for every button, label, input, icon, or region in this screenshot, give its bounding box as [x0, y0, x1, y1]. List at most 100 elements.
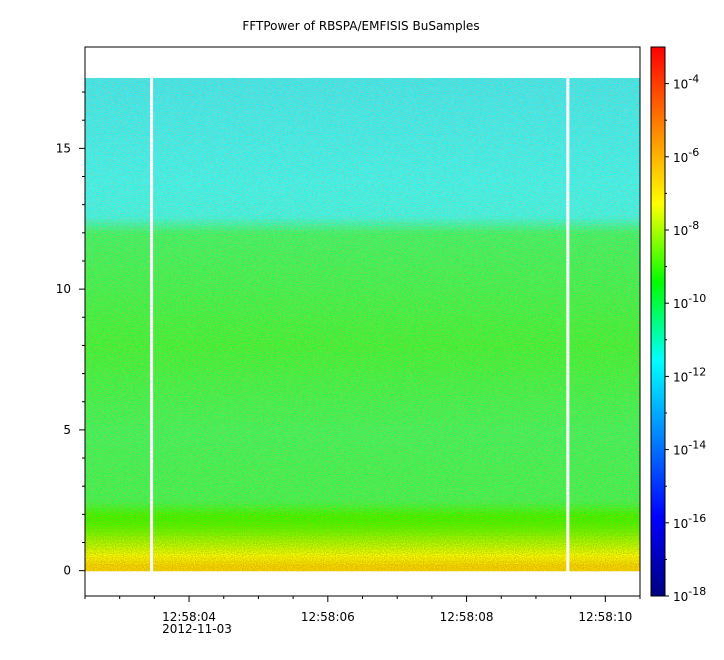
- spectrogram-band: [85, 102, 640, 107]
- spectrogram-band: [85, 190, 640, 195]
- spectrogram-band: [85, 257, 640, 262]
- spectrogram-band: [85, 567, 640, 572]
- spectrogram-band: [85, 225, 640, 230]
- x-date-label: 2012-11-03: [162, 622, 232, 636]
- spectrogram-band: [85, 560, 640, 565]
- spectrogram-band: [85, 524, 640, 530]
- spectrogram-band: [85, 324, 640, 329]
- spectrogram-band: [85, 215, 640, 220]
- spectrogram-band: [85, 391, 640, 396]
- spectrogram-band: [85, 151, 640, 156]
- y-tick-label: 15: [56, 141, 71, 155]
- spectrogram-band: [85, 296, 640, 301]
- spectrogram-band: [85, 345, 640, 350]
- spectrogram-band: [85, 486, 640, 491]
- spectrogram-band: [85, 134, 640, 139]
- spectrogram-band: [85, 246, 640, 252]
- x-tick-label: 12:58:06: [301, 610, 355, 624]
- spectrogram-band: [85, 422, 640, 427]
- spectrogram-band: [85, 510, 640, 515]
- spectrogram-band: [85, 299, 640, 304]
- spectrogram-band: [85, 475, 640, 480]
- chart-title: FFTPower of RBSPA/EMFISIS BuSamples: [242, 19, 479, 33]
- spectrogram-band: [85, 479, 640, 484]
- spectrogram-band: [85, 458, 640, 463]
- spectrogram-band: [85, 289, 640, 294]
- spectrogram-band: [85, 278, 640, 283]
- spectrogram-band: [85, 127, 640, 132]
- spectrogram-band: [85, 120, 640, 125]
- spectrogram-band: [85, 264, 640, 269]
- colorbar-tick-label: 10-8: [673, 219, 699, 238]
- spectrogram-band: [85, 81, 640, 86]
- spectrogram-band: [85, 556, 640, 561]
- spectrogram-band: [85, 528, 640, 533]
- colorbar-tick-label: 10-16: [673, 512, 706, 531]
- spectrogram-band: [85, 320, 640, 325]
- spectrogram-band: [85, 401, 640, 406]
- spectrogram-band: [85, 95, 640, 100]
- spectrogram-band: [85, 292, 640, 297]
- spectrogram-band: [85, 503, 640, 508]
- spectrogram-band: [85, 303, 640, 308]
- spectrogram-band: [85, 331, 640, 336]
- data-gaps: [150, 76, 570, 572]
- colorbar-tick-label: 10-18: [673, 585, 706, 604]
- colorbar-gradient: [651, 47, 665, 596]
- spectrogram-band: [85, 419, 640, 424]
- spectrogram-band: [85, 355, 640, 361]
- spectrogram-band: [85, 218, 640, 223]
- spectrogram-band: [85, 285, 640, 290]
- spectrogram-band: [85, 380, 640, 385]
- spectrogram-band: [85, 482, 640, 487]
- spectrogram-band: [85, 260, 640, 266]
- spectrogram-band: [85, 338, 640, 343]
- spectrogram-band: [85, 208, 640, 213]
- spectrogram-band: [85, 204, 640, 209]
- spectrogram-band: [85, 282, 640, 287]
- colorbar-tick-label: 10-12: [673, 365, 706, 384]
- spectrogram-band: [85, 313, 640, 318]
- spectrogram-band: [85, 165, 640, 171]
- spectrogram-band: [85, 535, 640, 540]
- spectrogram-band: [85, 180, 640, 185]
- spectrogram-band: [85, 468, 640, 473]
- spectrogram-band: [85, 201, 640, 206]
- spectrogram-band: [85, 359, 640, 364]
- spectrogram-band: [85, 327, 640, 332]
- spectrogram-band: [85, 253, 640, 259]
- spectrogram-band: [85, 162, 640, 167]
- spectrogram-band: [85, 436, 640, 442]
- colorbar-frame: [650, 46, 666, 597]
- spectrogram-band: [85, 426, 640, 431]
- spectrogram-band: [85, 232, 640, 237]
- spectrogram-band: [85, 454, 640, 459]
- y-tick-label: 0: [63, 564, 71, 578]
- spectrogram-band: [85, 465, 640, 470]
- colorbar-tick-label: 10-10: [673, 292, 706, 311]
- colorbar-tick-label: 10-4: [673, 73, 699, 92]
- spectrogram-band: [85, 447, 640, 452]
- spectrogram-band: [85, 137, 640, 142]
- plot-area: [84, 46, 641, 597]
- spectrogram-band: [85, 514, 640, 519]
- spectrogram-band: [85, 141, 640, 146]
- spectrogram-band: [85, 472, 640, 477]
- spectrogram-band: [85, 148, 640, 153]
- spectrogram-band: [85, 197, 640, 202]
- spectrogram-band: [85, 99, 640, 104]
- spectrogram-band: [85, 440, 640, 445]
- spectrogram-band: [85, 394, 640, 399]
- x-axis: 12:58:04 12:58:06 12:58:08 12:58:10: [84, 596, 641, 624]
- spectrogram-band: [85, 77, 640, 83]
- y-tick-label: 10: [56, 282, 71, 296]
- spectrogram-band: [85, 517, 640, 522]
- spectrogram-band: [85, 243, 640, 248]
- spectrogram-band: [85, 106, 640, 111]
- x-tick-label: 12:58:04: [162, 610, 216, 624]
- spectrogram-band: [85, 415, 640, 420]
- spectrogram-band: [85, 538, 640, 544]
- spectrogram-band: [85, 521, 640, 526]
- spectrogram-band: [85, 443, 640, 449]
- x-tick-label: 12:58:08: [440, 610, 494, 624]
